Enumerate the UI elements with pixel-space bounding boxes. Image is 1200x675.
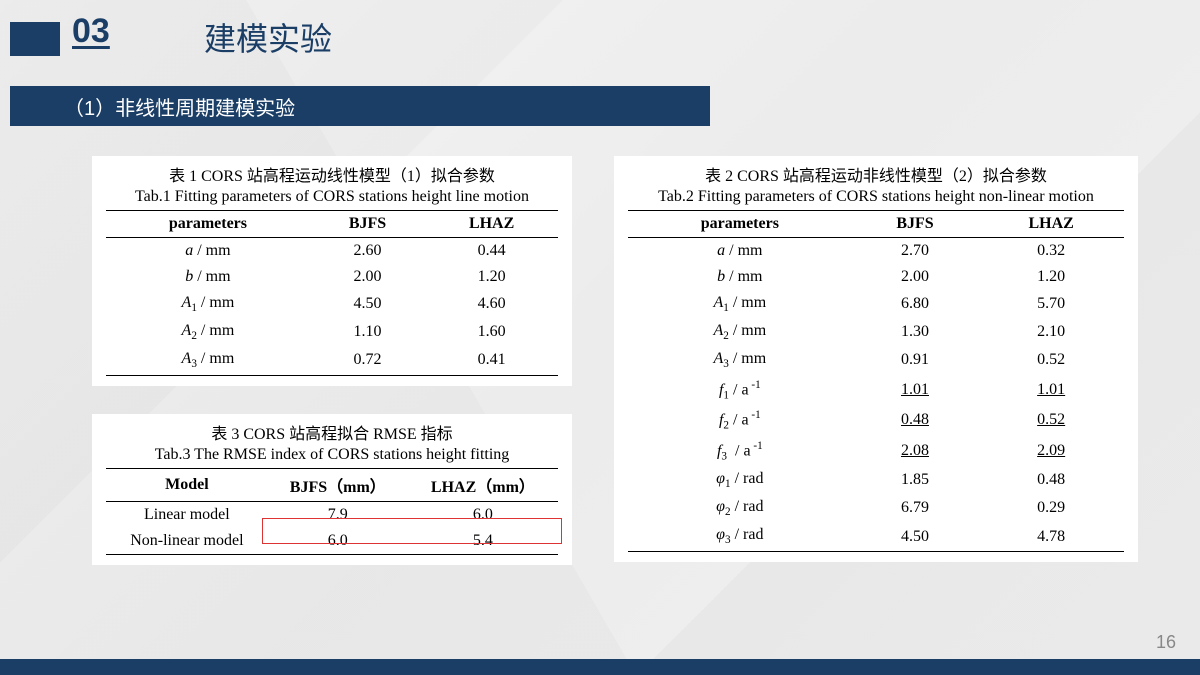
page-number: 16	[1156, 632, 1176, 653]
table-row: Non-linear model6.05.4	[106, 528, 558, 555]
table-row: a / mm2.700.32	[628, 238, 1124, 265]
table-row: φ3 / rad4.504.78	[628, 522, 1124, 551]
subsection-bar: （1）非线性周期建模实验	[10, 86, 710, 126]
table-1-title-cn: 表 1 CORS 站高程运动线性模型（1）拟合参数	[106, 162, 558, 186]
slide-header: 03 建模实验	[0, 0, 1200, 56]
table-row: f2 / a -10.480.52	[628, 405, 1124, 436]
table-row: A2 / mm1.302.10	[628, 318, 1124, 346]
table-3-block: 表 3 CORS 站高程拟合 RMSE 指标 Tab.3 The RMSE in…	[92, 414, 572, 565]
t3-col-model: Model	[106, 469, 268, 502]
table-row: A3 / mm0.910.52	[628, 346, 1124, 374]
table-3: Model BJFS（mm） LHAZ（mm） Linear model7.96…	[106, 468, 558, 555]
table-1-block: 表 1 CORS 站高程运动线性模型（1）拟合参数 Tab.1 Fitting …	[92, 156, 572, 386]
t3-col-lhaz: LHAZ（mm）	[408, 469, 558, 502]
table-2-title-cn: 表 2 CORS 站高程运动非线性模型（2）拟合参数	[628, 162, 1124, 186]
table-row: A1 / mm4.504.60	[106, 290, 558, 318]
table-row: φ1 / rad1.850.48	[628, 466, 1124, 494]
section-title: 建模实验	[204, 14, 332, 60]
t1-col-param: parameters	[106, 211, 310, 238]
table-row: f3 / a -12.082.09	[628, 436, 1124, 467]
table-row: A3 / mm0.720.41	[106, 346, 558, 375]
table-row: f1 / a -11.011.01	[628, 375, 1124, 406]
table-row: b / mm2.001.20	[628, 264, 1124, 290]
table-row: a / mm2.600.44	[106, 238, 558, 265]
table-row: A2 / mm1.101.60	[106, 318, 558, 346]
t3-col-bjfs: BJFS（mm）	[268, 469, 408, 502]
t2-col-bjfs: BJFS	[852, 211, 979, 238]
t2-col-param: parameters	[628, 211, 852, 238]
t1-col-bjfs: BJFS	[310, 211, 425, 238]
table-row: b / mm2.001.20	[106, 264, 558, 290]
table-3-title-cn: 表 3 CORS 站高程拟合 RMSE 指标	[106, 420, 558, 444]
subsection-label: （1）非线性周期建模实验	[64, 92, 295, 121]
table-row: φ2 / rad6.790.29	[628, 494, 1124, 522]
table-3-title-en: Tab.3 The RMSE index of CORS stations he…	[106, 446, 558, 464]
table-2-title-en: Tab.2 Fitting parameters of CORS station…	[628, 188, 1124, 206]
t2-col-lhaz: LHAZ	[978, 211, 1124, 238]
footer-bar	[0, 659, 1200, 675]
table-1-title-en: Tab.1 Fitting parameters of CORS station…	[106, 188, 558, 206]
t1-col-lhaz: LHAZ	[425, 211, 558, 238]
table-2-block: 表 2 CORS 站高程运动非线性模型（2）拟合参数 Tab.2 Fitting…	[614, 156, 1138, 562]
section-number: 03	[72, 12, 110, 51]
table-row: A1 / mm6.805.70	[628, 290, 1124, 318]
table-row: Linear model7.96.0	[106, 502, 558, 529]
header-accent-bar	[10, 22, 60, 56]
slide-content: 表 1 CORS 站高程运动线性模型（1）拟合参数 Tab.1 Fitting …	[0, 150, 1200, 645]
table-1: parameters BJFS LHAZ a / mm2.600.44 b / …	[106, 210, 558, 376]
table-2: parameters BJFS LHAZ a / mm2.700.32 b / …	[628, 210, 1124, 552]
